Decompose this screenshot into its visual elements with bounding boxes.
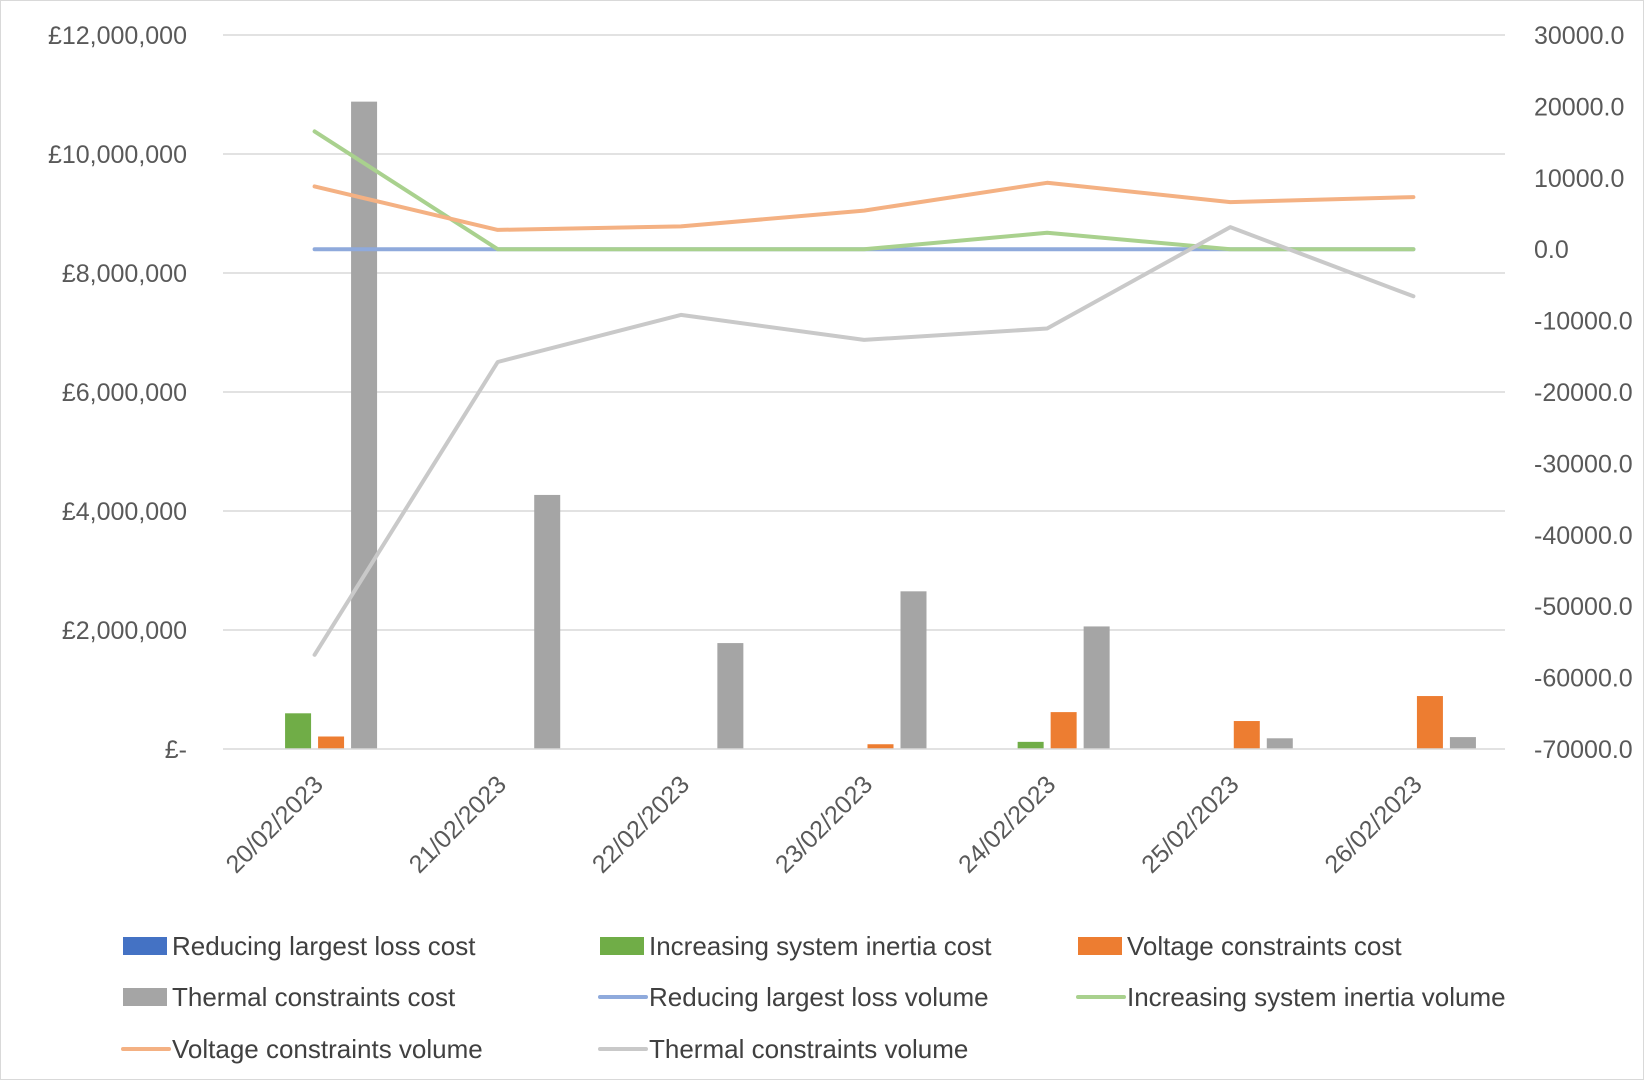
line-thermal-constraints-volume bbox=[312, 225, 1416, 657]
bar-thermal-constraints-cost-1 bbox=[534, 494, 561, 749]
left-axis: £- £2,000,000 £4,000,000 £6,000,000 £8,000,0… bbox=[48, 22, 187, 764]
bar-voltage-constraints-cost-3 bbox=[867, 744, 894, 749]
y-right-tick-label: -50000.0 bbox=[1534, 593, 1633, 621]
legend-swatch-increasing-system-inertia-cost bbox=[600, 937, 644, 955]
legend-swatch-thermal-constraints-cost bbox=[123, 988, 167, 1006]
bar-thermal-constraints-cost-2 bbox=[717, 643, 744, 749]
legend-label-voltage-constraints-cost: Voltage constraints cost bbox=[1127, 931, 1402, 961]
bar-thermal-constraints-cost-0 bbox=[351, 101, 378, 749]
y-right-tick-label: -60000.0 bbox=[1534, 665, 1633, 693]
bar-thermal-constraints-cost-4 bbox=[1083, 626, 1110, 749]
y-right-tick-label: 20000.0 bbox=[1534, 93, 1624, 121]
legend-swatch-reducing-largest-loss-cost bbox=[123, 937, 167, 955]
bar-increasing-system-inertia-cost-4 bbox=[1017, 741, 1044, 749]
y-left-tick-label: £6,000,000 bbox=[62, 379, 187, 407]
y-right-tick-label: 0.0 bbox=[1534, 236, 1569, 264]
bar-increasing-system-inertia-cost-0 bbox=[285, 713, 312, 749]
y-right-tick-label: 10000.0 bbox=[1534, 165, 1624, 193]
legend-label-increasing-system-inertia-cost: Increasing system inertia cost bbox=[649, 931, 992, 961]
legend-label-thermal-constraints-volume: Thermal constraints volume bbox=[649, 1034, 968, 1064]
legend: Reducing largest loss cost Increasing sys… bbox=[121, 931, 1506, 1064]
y-right-tick-label: -70000.0 bbox=[1534, 736, 1633, 764]
bar-voltage-constraints-cost-6 bbox=[1416, 696, 1443, 749]
y-left-tick-label: £2,000,000 bbox=[62, 617, 187, 645]
bar-thermal-constraints-cost-5 bbox=[1266, 738, 1293, 749]
legend-label-voltage-constraints-volume: Voltage constraints volume bbox=[172, 1034, 483, 1064]
y-right-tick-label: -40000.0 bbox=[1534, 522, 1633, 550]
legend-label-increasing-system-inertia-volume: Increasing system inertia volume bbox=[1127, 982, 1506, 1012]
legend-label-reducing-largest-loss-cost: Reducing largest loss cost bbox=[172, 931, 476, 961]
bar-thermal-constraints-cost-3 bbox=[900, 591, 927, 749]
y-right-tick-label: 30000.0 bbox=[1534, 22, 1624, 50]
y-left-tick-label: £10,000,000 bbox=[48, 141, 187, 169]
y-right-tick-label: -20000.0 bbox=[1534, 379, 1633, 407]
legend-label-reducing-largest-loss-volume: Reducing largest loss volume bbox=[649, 982, 989, 1012]
lines bbox=[312, 129, 1416, 657]
bar-thermal-constraints-cost-6 bbox=[1449, 737, 1476, 749]
legend-swatch-voltage-constraints-cost bbox=[1078, 937, 1122, 955]
bar-voltage-constraints-cost-4 bbox=[1050, 712, 1077, 749]
bar-voltage-constraints-cost-0 bbox=[318, 736, 345, 749]
legend-label-thermal-constraints-cost: Thermal constraints cost bbox=[172, 982, 456, 1012]
gridlines bbox=[223, 34, 1505, 631]
y-right-tick-label: -10000.0 bbox=[1534, 308, 1633, 336]
bar-voltage-constraints-cost-5 bbox=[1233, 721, 1260, 749]
bars bbox=[285, 101, 1476, 749]
right-axis: -70000.0 -60000.0 -50000.0 -40000.0 -30000.0… bbox=[1534, 22, 1633, 764]
line-voltage-constraints-volume bbox=[312, 180, 1416, 232]
y-right-tick-label: -30000.0 bbox=[1534, 450, 1633, 478]
line-increasing-system-inertia-volume bbox=[312, 129, 1416, 252]
y-left-tick-label: £4,000,000 bbox=[62, 498, 187, 526]
y-left-tick-label: £- bbox=[165, 736, 187, 764]
y-left-tick-label: £12,000,000 bbox=[48, 22, 187, 50]
y-left-tick-label: £8,000,000 bbox=[62, 260, 187, 288]
